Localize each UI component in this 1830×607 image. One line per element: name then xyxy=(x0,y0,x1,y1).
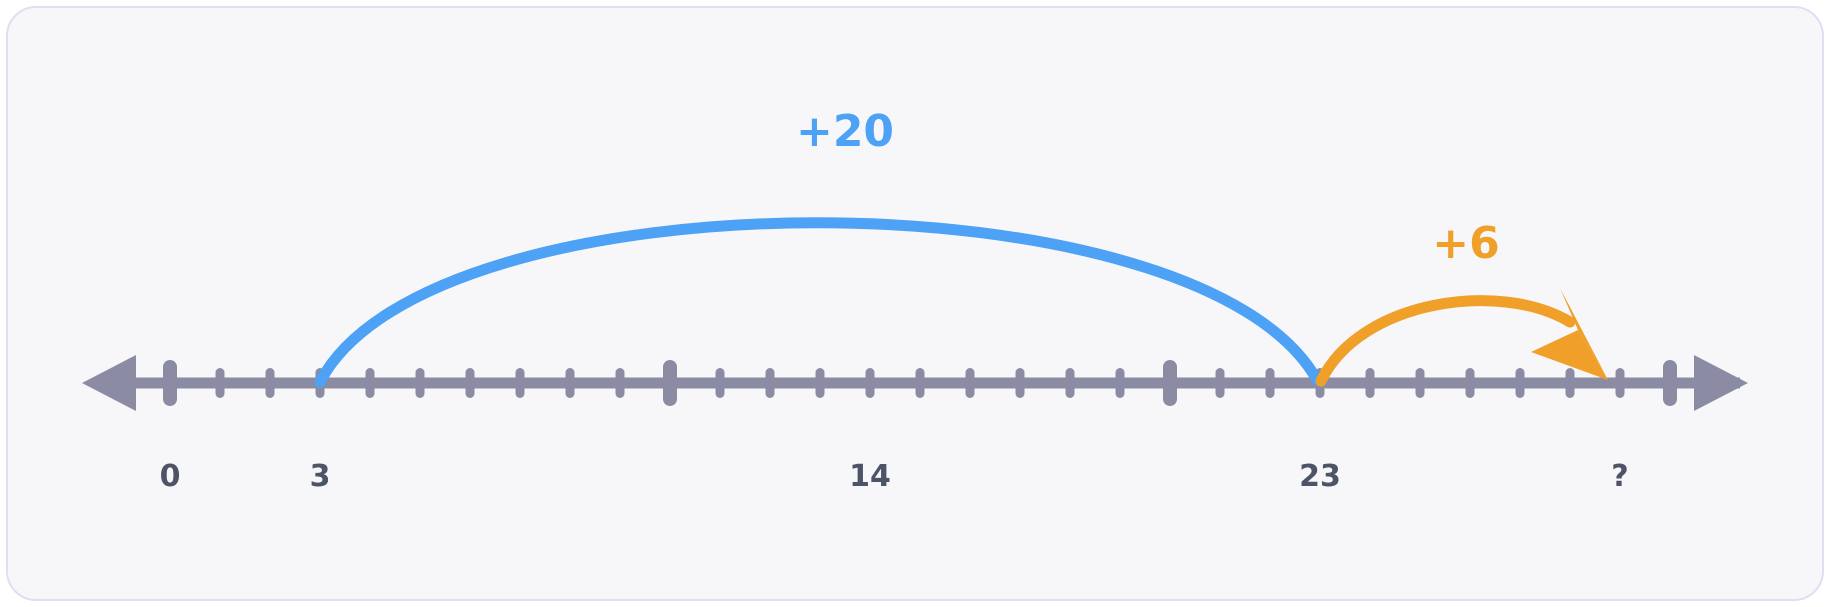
minor-tick xyxy=(915,368,925,398)
minor-tick xyxy=(1615,368,1625,398)
jump-plus-6-label: +6 xyxy=(1432,218,1500,269)
jump-arc-plus-6-arrowhead-icon-2 xyxy=(1560,288,1608,380)
jump-plus-20-label: +20 xyxy=(795,106,895,157)
axis-right-arrow-icon xyxy=(1694,355,1748,411)
minor-tick xyxy=(1465,368,1475,398)
minor-tick xyxy=(215,368,225,398)
minor-tick xyxy=(465,368,475,398)
major-tick xyxy=(163,360,177,406)
minor-tick xyxy=(865,368,875,398)
jump-arc-plus-6-arrowhead-icon xyxy=(1531,330,1608,380)
minor-tick xyxy=(1015,368,1025,398)
minor-tick xyxy=(1365,368,1375,398)
major-tick xyxy=(663,360,677,406)
tick-answer-label: ? xyxy=(1611,459,1629,494)
minor-tick xyxy=(615,368,625,398)
minor-tick xyxy=(715,368,725,398)
major-tick xyxy=(1163,360,1177,406)
jump-arc-plus-6 xyxy=(1315,288,1608,387)
minor-tick xyxy=(265,368,275,398)
minor-tick xyxy=(365,368,375,398)
minor-tick xyxy=(1565,368,1575,398)
minor-tick xyxy=(965,368,975,398)
minor-tick xyxy=(1515,368,1525,398)
minor-tick xyxy=(765,368,775,398)
minor-tick xyxy=(1265,368,1275,398)
axis-left-arrow-icon xyxy=(82,355,136,411)
minor-tick xyxy=(415,368,425,398)
jump-arc-plus-20-path xyxy=(314,217,1323,388)
tick-0-label: 0 xyxy=(159,459,181,494)
minor-tick xyxy=(1415,368,1425,398)
minor-tick xyxy=(1115,368,1125,398)
jump-arc-plus-20 xyxy=(314,217,1323,388)
minor-tick xyxy=(815,368,825,398)
minor-tick xyxy=(1215,368,1225,398)
minor-tick xyxy=(515,368,525,398)
minor-tick xyxy=(565,368,575,398)
tick-3-label: 3 xyxy=(309,459,331,494)
major-tick xyxy=(1663,360,1677,406)
jump-arc-plus-6-path xyxy=(1315,295,1576,387)
minor-tick xyxy=(1065,368,1075,398)
tick-23-label: 23 xyxy=(1299,459,1341,494)
tick-14-label: 14 xyxy=(849,459,891,494)
